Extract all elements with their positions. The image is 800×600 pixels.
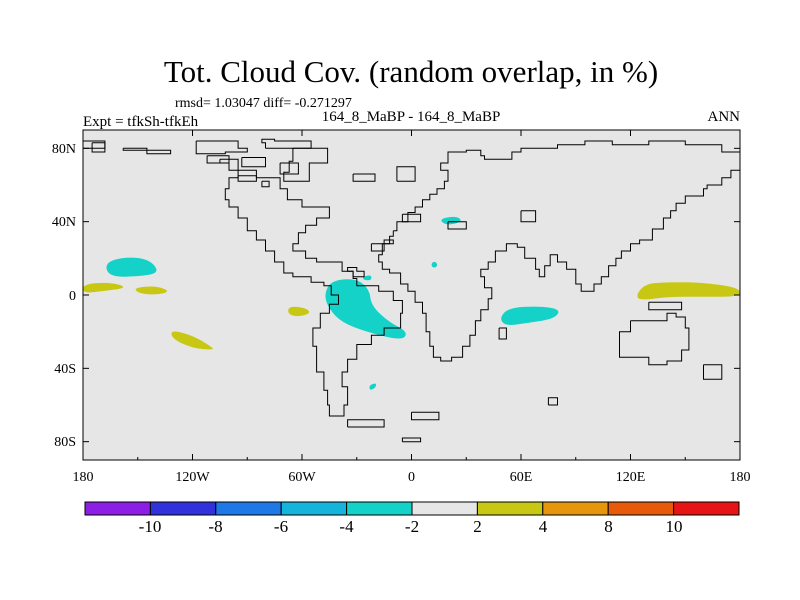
y-axis-labels: 80N 40N 0 40S 80S [52,142,76,450]
colorbar-boxes [85,502,739,515]
x-tick-label: 60E [510,470,533,485]
central-asia-negative-small [432,262,437,268]
colorbar: -10 -8 -6 -4 -2 2 4 8 10 [85,502,739,536]
colorbar-box [85,502,150,515]
colorbar-label: 8 [604,517,613,536]
colorbar-label: -8 [208,517,222,536]
colorbar-box [412,502,477,515]
colorbar-label: 10 [666,517,683,536]
y-tick-label: 40S [54,362,76,377]
colorbar-box [477,502,542,515]
y-tick-label: 40N [52,215,76,230]
chart-title: Tot. Cloud Cov. (random overlap, in %) [164,54,658,89]
x-tick-label: 180 [73,470,94,485]
colorbar-box [608,502,673,515]
colorbar-box [150,502,215,515]
x-tick-label: 120E [616,470,646,485]
colorbar-label: -2 [405,517,419,536]
x-tick-label: 180 [730,470,751,485]
colorbar-label: -6 [274,517,288,536]
x-axis-labels: 180 120W 60W 0 60E 120E 180 [73,470,751,485]
y-tick-label: 0 [69,289,76,304]
colorbar-box [216,502,281,515]
comparison-label: 164_8_MaBP - 164_8_MaBP [322,109,501,125]
colorbar-box [281,502,346,515]
map-panel: 180 120W 60W 0 60E 120E 180 80N 40N 0 40… [52,130,751,485]
x-tick-label: 0 [408,470,415,485]
season-label: ANN [708,109,741,125]
y-tick-label: 80N [52,142,76,157]
colorbar-box [674,502,739,515]
x-tick-label: 120W [175,470,210,485]
colorbar-label: 4 [539,517,548,536]
colorbar-box [543,502,608,515]
y-tick-label: 80S [54,435,76,450]
colorbar-box [347,502,412,515]
colorbar-label: 2 [473,517,482,536]
chart: Tot. Cloud Cov. (random overlap, in %) r… [0,0,800,600]
colorbar-label: -10 [139,517,162,536]
colorbar-label: -4 [339,517,354,536]
x-tick-label: 60W [288,470,316,485]
experiment-label: Expt = tfkSh-tfkEh [83,114,199,130]
colorbar-labels: -10 -8 -6 -4 -2 2 4 8 10 [139,517,683,536]
